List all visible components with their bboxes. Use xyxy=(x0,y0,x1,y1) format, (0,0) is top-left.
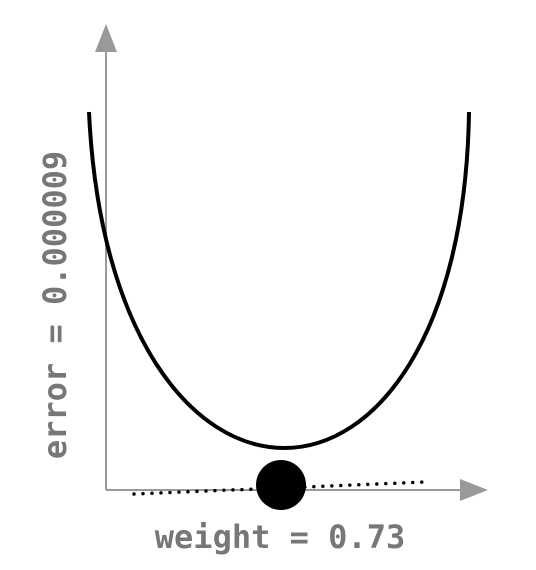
tangent-line xyxy=(132,480,428,496)
y-axis-arrowhead xyxy=(95,24,117,52)
y-axis-label: error = 0.000009 xyxy=(36,151,74,459)
x-axis-arrowhead xyxy=(460,479,488,501)
x-axis-label: weight = 0.73 xyxy=(155,518,405,556)
current-weight-ball xyxy=(256,460,306,510)
error-curve xyxy=(87,111,471,450)
